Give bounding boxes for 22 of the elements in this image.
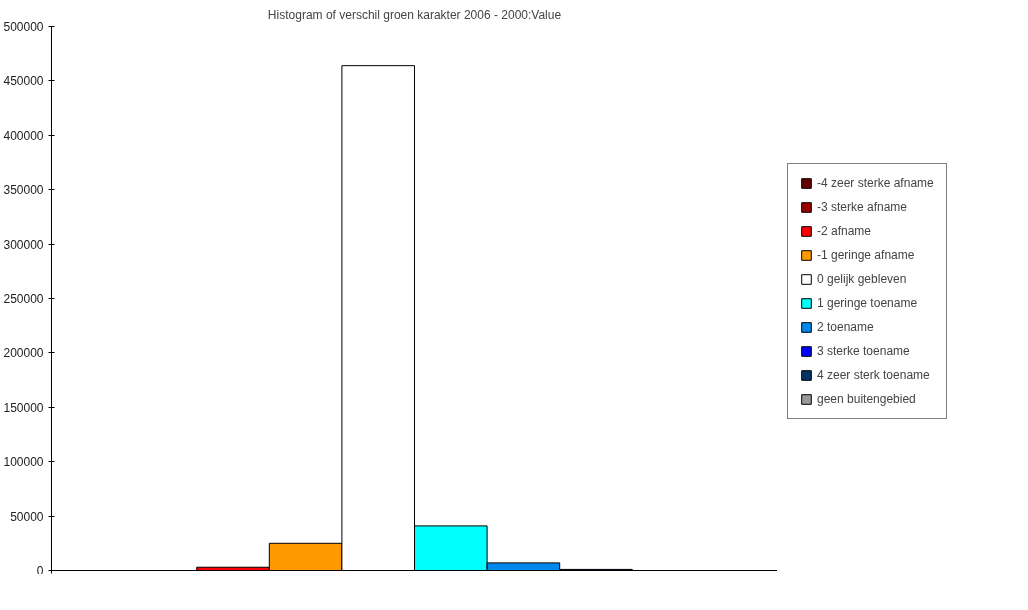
legend-label: 0 gelijk gebleven	[817, 272, 907, 286]
legend-label: -3 sterke afname	[817, 200, 908, 214]
y-tick-label: 200000	[3, 346, 44, 361]
y-tick-label: 400000	[3, 128, 44, 143]
legend-label: 1 geringe toename	[817, 296, 918, 310]
legend-label: geen buitengebied	[817, 392, 916, 406]
y-tick-label: 350000	[3, 183, 44, 198]
y-tick-label: 150000	[3, 400, 44, 415]
legend-label: -2 afname	[817, 224, 872, 238]
y-tick-label: 250000	[3, 292, 44, 306]
y-tick-label: 300000	[3, 237, 44, 252]
legend-label: 4 zeer sterk toename	[817, 368, 930, 382]
y-tick-label: 500000	[3, 20, 44, 34]
y-tick-label: 450000	[3, 74, 44, 89]
y-tick-label: 0	[36, 563, 44, 578]
y-tick-label: 50000	[10, 509, 44, 524]
y-tick-label: 100000	[3, 455, 44, 470]
legend-label: -1 geringe afname	[817, 248, 915, 262]
chart-title: Histogram of verschil groen karakter 2006 - 2000:Value	[267, 7, 562, 22]
legend-label: -4 zeer sterke afname	[817, 176, 934, 190]
legend-label: 2 toename	[817, 320, 874, 334]
legend-label: 3 sterke toename	[817, 344, 910, 358]
